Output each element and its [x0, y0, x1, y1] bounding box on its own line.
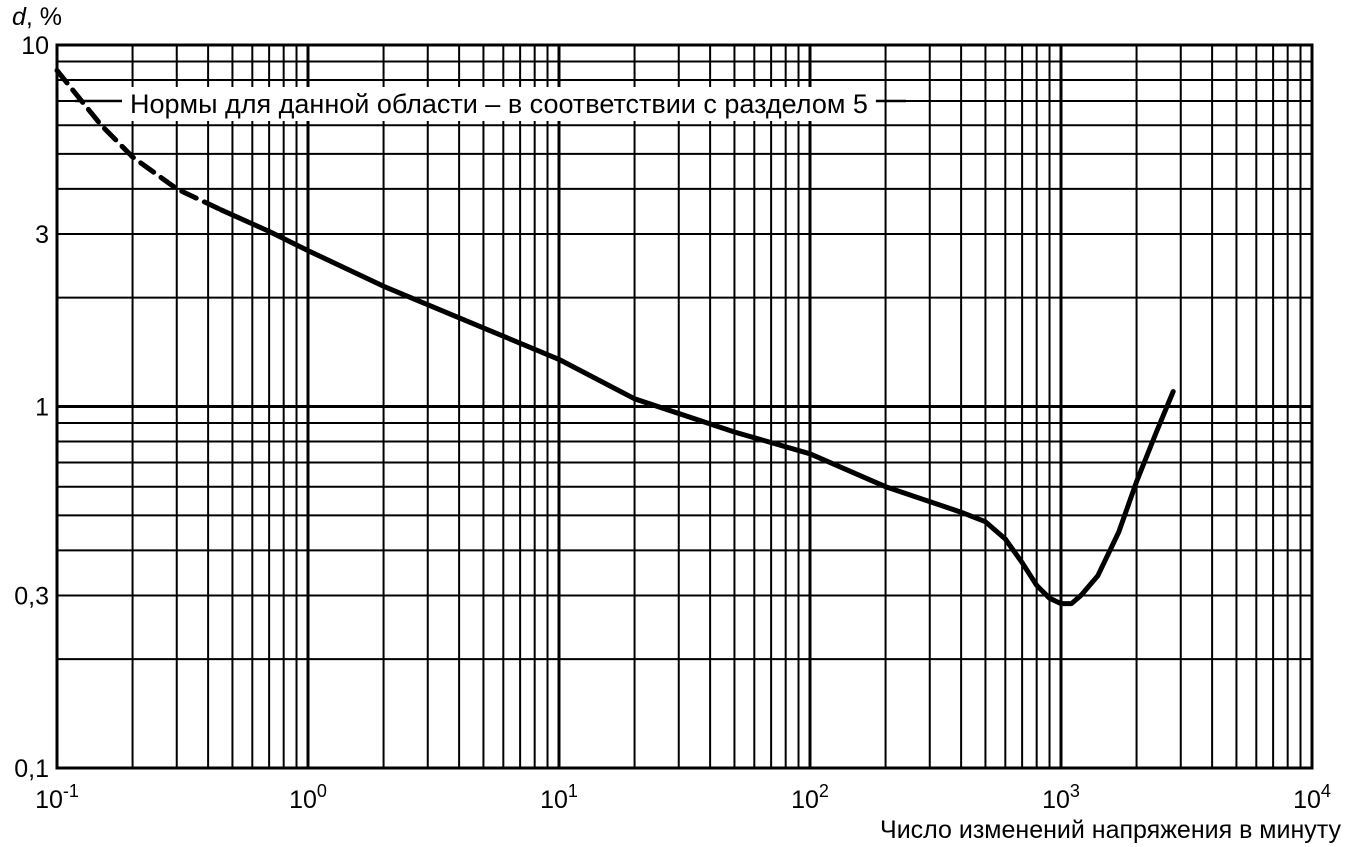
x-axis-label: Число изменений напряжения в минуту: [880, 816, 1341, 844]
y-tick-label: 0,3: [14, 583, 49, 611]
series-layer: [54, 68, 1176, 607]
minor-gridlines-y: [57, 60, 1312, 661]
y-axis-label: d, %: [12, 3, 62, 31]
x-tick-label: 101: [540, 781, 578, 814]
x-tick-label: 103: [1042, 781, 1080, 814]
annotation-layer: Нормы для данной области – в соответстви…: [75, 87, 906, 121]
x-tick-label: 102: [791, 781, 829, 814]
y-tick-label: 0,1: [14, 755, 49, 783]
annotation-text: Нормы для данной области – в соответстви…: [130, 89, 868, 119]
solid-limit-curve: [218, 207, 1176, 607]
x-tick-labels: 10-1 100 101 102 103 104: [35, 781, 1331, 814]
y-tick-label: 1: [35, 394, 49, 422]
x-tick-label: 10-1: [35, 781, 79, 814]
x-tick-label: 104: [1293, 781, 1331, 814]
dashed-limit-curve: [54, 68, 224, 213]
y-tick-label: 3: [35, 221, 49, 249]
y-tick-labels: 10 3 1 0,3 0,1: [14, 32, 49, 783]
annotation-background: [122, 87, 876, 121]
x-tick-label: 100: [289, 781, 327, 814]
plot-area-frame: [55, 43, 1314, 770]
y-tick-label: 10: [21, 32, 49, 60]
